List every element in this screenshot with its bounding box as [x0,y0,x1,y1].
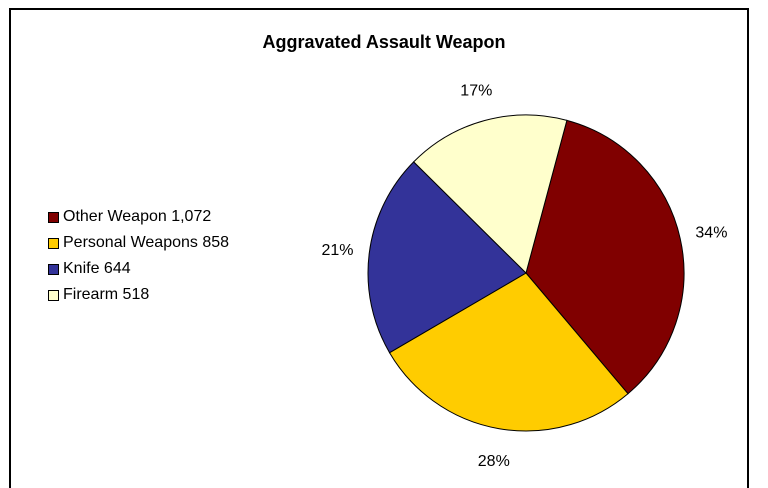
legend-item-personal-weapons: Personal Weapons 858 [48,230,229,256]
legend-swatch [48,211,59,223]
legend-label: Other Weapon 1,072 [63,208,212,225]
chart-legend: Other Weapon 1,072 Personal Weapons 858 … [48,204,229,308]
legend-item-other-weapon: Other Weapon 1,072 [48,204,229,230]
chart-title: Aggravated Assault Weapon [262,32,506,52]
legend-item-knife: Knife 644 [48,256,229,282]
pie-slice-other-weapon [525,119,685,395]
legend-item-firearm: Firearm 518 [48,282,229,308]
pie-slice-knife [367,161,527,354]
pie-percent-label: 17% [460,83,492,100]
legend-swatch [48,263,59,275]
pie-slice-personal-weapons [388,272,629,432]
legend-swatch [48,289,59,301]
pie-percent-label: 28% [478,453,510,470]
legend-swatch [48,237,59,249]
pie-percent-label: 34% [695,225,727,242]
pie-percent-label: 21% [321,242,353,259]
legend-label: Knife 644 [63,260,131,277]
pie-slice-firearm [412,114,568,274]
legend-label: Firearm 518 [63,286,150,303]
legend-label: Personal Weapons 858 [63,234,230,251]
